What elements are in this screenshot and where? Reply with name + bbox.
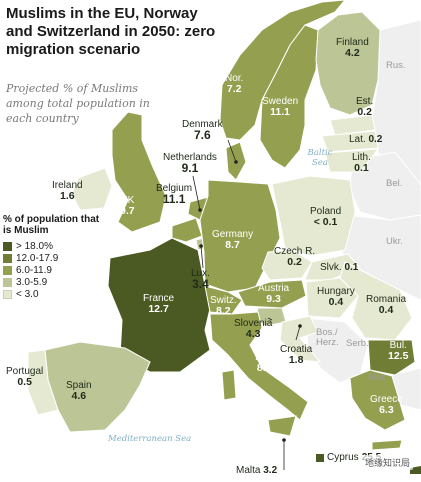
map-title: Muslims in the EU, Norway and Switzerlan…	[6, 5, 216, 58]
label-romania: Romania 0.4	[366, 294, 407, 316]
label-uk: UK 9.7	[120, 195, 135, 217]
finland-shape	[315, 11, 381, 116]
label-bosnia: Bos./ Herz.	[316, 327, 339, 348]
cyprus-swatch	[316, 453, 324, 462]
label-portugal: Portugal 0.5	[6, 366, 44, 388]
portugal-shape	[27, 349, 59, 416]
label-switzerland: Switz. 8.2	[210, 295, 237, 317]
denmark-leader	[227, 139, 237, 163]
label-luxembourg: Lux. 3.4	[191, 268, 210, 291]
lithuania-shape	[324, 148, 380, 173]
label-bulgaria: Bul. 12.5	[388, 340, 409, 362]
label-greece: Greece 6.3	[370, 394, 403, 416]
label-slovakia: Slvk. 0.1	[320, 262, 359, 273]
label-italy: Italy 8.3	[255, 352, 274, 374]
label-croatia: Croatia 1.8	[280, 344, 313, 366]
croatia-shape	[279, 315, 322, 363]
czech-shape	[261, 249, 313, 281]
legend-swatch	[3, 253, 12, 263]
legend-swatch	[3, 265, 12, 275]
norway-shape	[219, 0, 346, 141]
legend-item: < 3.0	[3, 288, 103, 300]
sicily-shape	[267, 415, 297, 437]
crete-shape	[371, 439, 403, 451]
label-estonia: Est. 0.2	[356, 96, 374, 118]
label-russia: Rus.	[386, 60, 406, 71]
croatia-leader	[295, 325, 301, 341]
legend-item: 12.0-17.9	[3, 252, 103, 264]
legend-title: % of population that is Muslim	[3, 214, 100, 236]
label-hungary: Hungary 0.4	[317, 286, 355, 308]
estonia-shape	[329, 114, 376, 136]
label-sweden: Sweden 11.1	[262, 96, 299, 118]
label-latvia: Lat. 0.2	[349, 134, 383, 145]
label-norway: Nor. 7.2	[225, 73, 244, 95]
legend-swatch	[3, 277, 12, 287]
switzerland-shape	[204, 285, 243, 315]
label-poland: Poland < 0.1	[310, 206, 342, 228]
sardinia-shape	[221, 369, 237, 401]
label-netherlands: Netherlands 9.1	[163, 152, 217, 175]
label-serbia: Serb.	[346, 338, 369, 349]
legend-swatch	[3, 289, 12, 299]
label-spain: Spain 4.6	[66, 380, 92, 402]
map-subtitle: Projected % of Muslims among total popul…	[6, 82, 150, 125]
label-france: France 12.7	[143, 293, 175, 315]
legend-item: 6.0-11.9	[3, 264, 103, 276]
legend-swatch	[3, 241, 12, 251]
netherlands-leader	[192, 175, 201, 211]
label-belgium: Belgium 11.1	[156, 183, 193, 206]
italy-shape	[209, 311, 309, 421]
hungary-shape	[305, 277, 359, 319]
poland-shape	[271, 175, 356, 257]
uk-shape	[111, 111, 167, 233]
label-malta: Malta 3.2	[236, 465, 278, 476]
greece-shape	[349, 369, 406, 431]
label-mediterranean-sea: Mediterranean Sea	[108, 434, 192, 444]
label-ireland: Ireland 1.6	[52, 180, 83, 202]
sweden-shape	[259, 24, 319, 169]
label-lithuania: Lith. 0.1	[352, 152, 371, 174]
ireland-shape	[71, 167, 113, 211]
austria-shape	[237, 279, 307, 309]
belgium-shape	[171, 217, 203, 243]
slovenia-leader	[267, 317, 273, 321]
legend-item: > 18.0%	[3, 240, 103, 252]
legend-item: 3.0-5.9	[3, 276, 103, 288]
label-austria: Austria 9.3	[258, 283, 290, 305]
label-slovenia: Slovenia 4.3	[234, 318, 273, 340]
label-czech: Czech R. 0.2	[274, 246, 316, 268]
label-denmark: Denmark 7.6	[182, 119, 223, 142]
label-germany: Germany 8.7	[212, 229, 254, 251]
france-shape	[107, 237, 213, 373]
label-macedonia: Mac.	[368, 372, 389, 383]
latvia-shape	[321, 130, 379, 153]
romania-shape	[339, 261, 413, 341]
label-baltic-sea: Baltic Sea	[307, 148, 333, 168]
label-ukraine: Ukr.	[386, 236, 403, 247]
legend: % of population that is Muslim > 18.0% 1…	[3, 214, 103, 300]
luxembourg-leader	[200, 245, 204, 269]
label-finland: Finland 4.2	[336, 37, 369, 59]
watermark: 地缘知识局	[361, 455, 413, 470]
label-belarus: Bel.	[386, 178, 403, 189]
